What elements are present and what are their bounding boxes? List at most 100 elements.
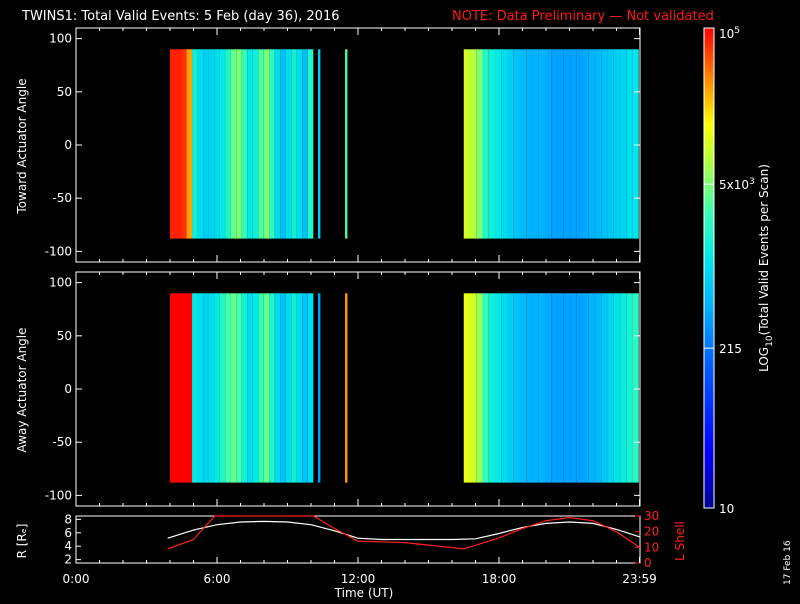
heatmap-cell bbox=[186, 49, 193, 239]
heatmap-cell bbox=[247, 293, 253, 483]
date-stamp: 17 Feb 16 bbox=[783, 540, 793, 585]
heatmap-cell bbox=[208, 293, 215, 483]
heatmap-cell bbox=[532, 293, 539, 483]
heatmap-cell bbox=[345, 293, 348, 483]
heatmap-cell bbox=[252, 293, 259, 483]
time-tick-label: 12:00 bbox=[341, 572, 376, 586]
heatmap-cell bbox=[219, 293, 226, 483]
heatmap-cell bbox=[263, 293, 270, 483]
y-tick-label: -100 bbox=[45, 244, 72, 258]
radius-axis-label: R [Rₑ] bbox=[15, 524, 29, 559]
lshell-tick-label: 30 bbox=[644, 509, 659, 523]
lshell-line bbox=[167, 515, 640, 550]
heatmap-cell bbox=[588, 49, 596, 239]
radius-tick-label: 2 bbox=[64, 553, 72, 567]
heatmap-cell bbox=[302, 293, 308, 483]
radius-tick-label: 6 bbox=[64, 526, 72, 540]
heatmap-cell bbox=[219, 49, 226, 239]
heatmap-cell bbox=[280, 293, 286, 483]
heatmap-cell bbox=[263, 49, 270, 239]
heatmap-cell bbox=[613, 293, 621, 483]
heatmap-cell bbox=[495, 293, 502, 483]
heatmap-cell bbox=[302, 49, 308, 239]
heatmap-cell bbox=[230, 293, 237, 483]
heatmap-cell bbox=[613, 49, 621, 239]
heatmap-cell bbox=[181, 293, 187, 483]
heatmap-cell bbox=[252, 49, 259, 239]
heatmap-cell bbox=[247, 49, 253, 239]
heatmap-cell bbox=[488, 293, 496, 483]
heatmap-cell bbox=[318, 293, 321, 483]
time-tick-label: 18:00 bbox=[482, 572, 517, 586]
heatmap-cell bbox=[214, 293, 220, 483]
heatmap-cell bbox=[269, 49, 275, 239]
lshell-tick-label: 0 bbox=[644, 556, 652, 570]
heatmap-cell bbox=[557, 293, 564, 483]
heatmap-cell bbox=[557, 49, 564, 239]
heatmap-cell bbox=[582, 293, 589, 483]
heatmap-cell bbox=[225, 293, 231, 483]
heatmap-cell bbox=[269, 293, 275, 483]
preliminary-note: NOTE: Data Preliminary — Not validated bbox=[452, 9, 714, 24]
heatmap-cell bbox=[520, 293, 527, 483]
heatmap-cell bbox=[476, 293, 483, 483]
heatmap-cell bbox=[197, 293, 204, 483]
colorbar-tick-label: 5x103 bbox=[719, 177, 755, 192]
heatmap-cell bbox=[186, 293, 193, 483]
heatmap-cell bbox=[570, 293, 577, 483]
heatmap-cell bbox=[563, 293, 571, 483]
heatmap-cell bbox=[588, 293, 596, 483]
y-tick-label: -50 bbox=[52, 191, 72, 205]
heatmap-cell bbox=[607, 293, 614, 483]
heatmap-cell bbox=[291, 49, 297, 239]
heatmap-cell bbox=[601, 49, 608, 239]
heatmap-cell bbox=[296, 293, 303, 483]
colorbar-tick-label: 10 bbox=[719, 502, 734, 516]
heatmap-cell bbox=[170, 49, 176, 239]
heatmap-cell bbox=[318, 49, 321, 239]
y-tick-label: 0 bbox=[64, 382, 72, 396]
heatmap-cell bbox=[463, 293, 470, 483]
away-angle-axis-label: Away Actuator Angle bbox=[15, 327, 29, 452]
heatmap-cell bbox=[280, 49, 286, 239]
toward-angle-axis-label: Toward Actuator Angle bbox=[15, 78, 29, 214]
heatmap-cell bbox=[632, 49, 639, 239]
heatmap-cell bbox=[175, 49, 182, 239]
heatmap-cell bbox=[208, 49, 215, 239]
heatmap-cell bbox=[513, 293, 521, 483]
colorbar-tick-label: 215 bbox=[719, 342, 742, 356]
heatmap-cell bbox=[236, 49, 242, 239]
heatmap-cell bbox=[296, 49, 303, 239]
heatmap-cell bbox=[203, 49, 209, 239]
heatmap-cell bbox=[274, 49, 281, 239]
heatmap-cell bbox=[520, 49, 527, 239]
heatmap-cell bbox=[595, 293, 602, 483]
heatmap-cell bbox=[482, 293, 489, 483]
heatmap-cell bbox=[230, 49, 237, 239]
heatmap-cell bbox=[175, 293, 182, 483]
y-tick-label: 100 bbox=[49, 276, 72, 290]
heatmap-cell bbox=[545, 293, 552, 483]
heatmap-cell bbox=[513, 49, 521, 239]
heatmap-cell bbox=[203, 293, 209, 483]
heatmap-cell bbox=[607, 49, 614, 239]
time-tick-label: 6:00 bbox=[204, 572, 231, 586]
radius-tick-label: 4 bbox=[64, 539, 72, 553]
toward-heatmap-panel: 100 50 0 -50 -100 bbox=[45, 27, 641, 263]
heatmap-cell bbox=[482, 49, 489, 239]
heatmap-cell bbox=[197, 49, 204, 239]
y-tick-label: -50 bbox=[52, 435, 72, 449]
heatmap-cell bbox=[507, 293, 514, 483]
colorbar-gradient bbox=[703, 27, 715, 509]
heatmap-cell bbox=[274, 293, 281, 483]
heatmap-cell bbox=[345, 49, 348, 239]
y-tick-label: -100 bbox=[45, 488, 72, 502]
heatmap-cell bbox=[532, 49, 539, 239]
heatmap-cell bbox=[595, 49, 602, 239]
heatmap-cell bbox=[470, 49, 477, 239]
heatmap-cell bbox=[620, 293, 627, 483]
heatmap-cell bbox=[258, 49, 264, 239]
